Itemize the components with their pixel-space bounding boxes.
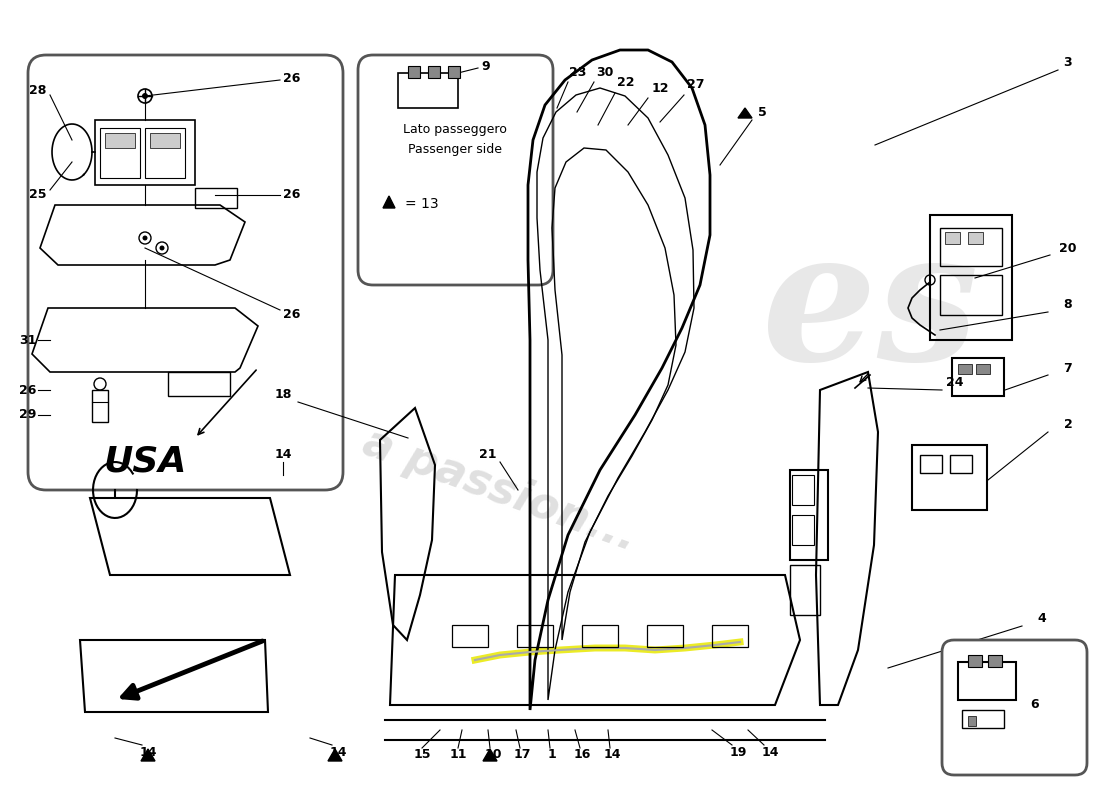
Text: 14: 14 <box>603 749 620 762</box>
Text: 4: 4 <box>1037 611 1046 625</box>
Polygon shape <box>90 498 290 575</box>
Bar <box>452 625 488 647</box>
Text: 22: 22 <box>617 77 635 90</box>
Text: 14: 14 <box>329 746 346 758</box>
Text: 3: 3 <box>1064 55 1072 69</box>
Bar <box>104 133 135 148</box>
Text: = 13: = 13 <box>405 197 439 211</box>
Bar <box>145 128 185 178</box>
Text: 9: 9 <box>482 61 491 74</box>
Text: 23: 23 <box>570 66 586 78</box>
Text: 31: 31 <box>20 334 36 346</box>
Text: 7: 7 <box>1064 362 1072 374</box>
Bar <box>968 232 983 244</box>
Text: 30: 30 <box>596 66 614 78</box>
FancyBboxPatch shape <box>358 55 553 285</box>
Text: 14: 14 <box>761 746 779 758</box>
Text: 11: 11 <box>449 749 466 762</box>
Polygon shape <box>383 196 395 208</box>
Bar <box>976 364 990 374</box>
Text: 16: 16 <box>573 749 591 762</box>
Text: es: es <box>761 222 978 398</box>
Text: 19: 19 <box>729 746 747 758</box>
Bar <box>790 470 828 560</box>
Text: 12: 12 <box>651 82 669 94</box>
Text: 24: 24 <box>946 375 964 389</box>
Bar <box>792 475 814 505</box>
Bar <box>945 232 960 244</box>
Bar <box>988 655 1002 667</box>
Bar <box>195 188 236 208</box>
Text: 8: 8 <box>1064 298 1072 311</box>
Text: 25: 25 <box>30 189 46 202</box>
Bar <box>968 655 982 667</box>
Bar <box>958 662 1016 700</box>
Bar <box>930 215 1012 340</box>
Text: 28: 28 <box>30 83 46 97</box>
Text: 10: 10 <box>484 749 502 762</box>
Text: 20: 20 <box>1059 242 1077 254</box>
Bar <box>517 625 553 647</box>
Bar <box>150 133 180 148</box>
Text: 14: 14 <box>140 746 156 758</box>
Text: 26: 26 <box>284 71 300 85</box>
Text: 15: 15 <box>414 749 431 762</box>
Bar <box>940 228 1002 266</box>
Text: 18: 18 <box>274 389 292 402</box>
Text: a passion...: a passion... <box>358 421 642 559</box>
Circle shape <box>160 246 165 250</box>
Text: 6: 6 <box>1031 698 1040 711</box>
Text: 26: 26 <box>284 189 300 202</box>
Bar <box>790 565 820 615</box>
Bar <box>647 625 683 647</box>
Text: 26: 26 <box>284 309 300 322</box>
Bar <box>408 66 420 78</box>
Text: 27: 27 <box>688 78 705 91</box>
Bar <box>428 66 440 78</box>
Text: 14: 14 <box>274 449 292 462</box>
Bar <box>100 128 140 178</box>
FancyBboxPatch shape <box>28 55 343 490</box>
Text: 21: 21 <box>480 449 497 462</box>
Text: 5: 5 <box>758 106 767 118</box>
Text: USA: USA <box>103 445 187 479</box>
Text: 29: 29 <box>20 409 36 422</box>
Polygon shape <box>328 749 342 761</box>
Bar <box>792 515 814 545</box>
Polygon shape <box>483 749 497 761</box>
Text: 17: 17 <box>514 749 530 762</box>
Polygon shape <box>141 749 155 761</box>
Circle shape <box>143 235 147 241</box>
Bar <box>962 710 1004 728</box>
FancyBboxPatch shape <box>942 640 1087 775</box>
Text: 1: 1 <box>548 749 557 762</box>
Bar <box>92 390 108 422</box>
Text: 2: 2 <box>1064 418 1072 431</box>
Bar <box>940 275 1002 315</box>
Polygon shape <box>80 640 268 712</box>
Bar <box>950 455 972 473</box>
Bar <box>712 625 748 647</box>
Text: Passenger side: Passenger side <box>408 143 502 157</box>
Text: Lato passeggero: Lato passeggero <box>403 123 507 137</box>
Polygon shape <box>738 108 752 118</box>
Bar <box>968 716 976 726</box>
Bar <box>958 364 972 374</box>
Bar <box>398 73 458 108</box>
Bar <box>912 445 987 510</box>
Bar <box>952 358 1004 396</box>
Text: 26: 26 <box>20 383 36 397</box>
Bar <box>582 625 618 647</box>
Circle shape <box>142 93 148 99</box>
Bar <box>448 66 460 78</box>
Bar <box>920 455 942 473</box>
